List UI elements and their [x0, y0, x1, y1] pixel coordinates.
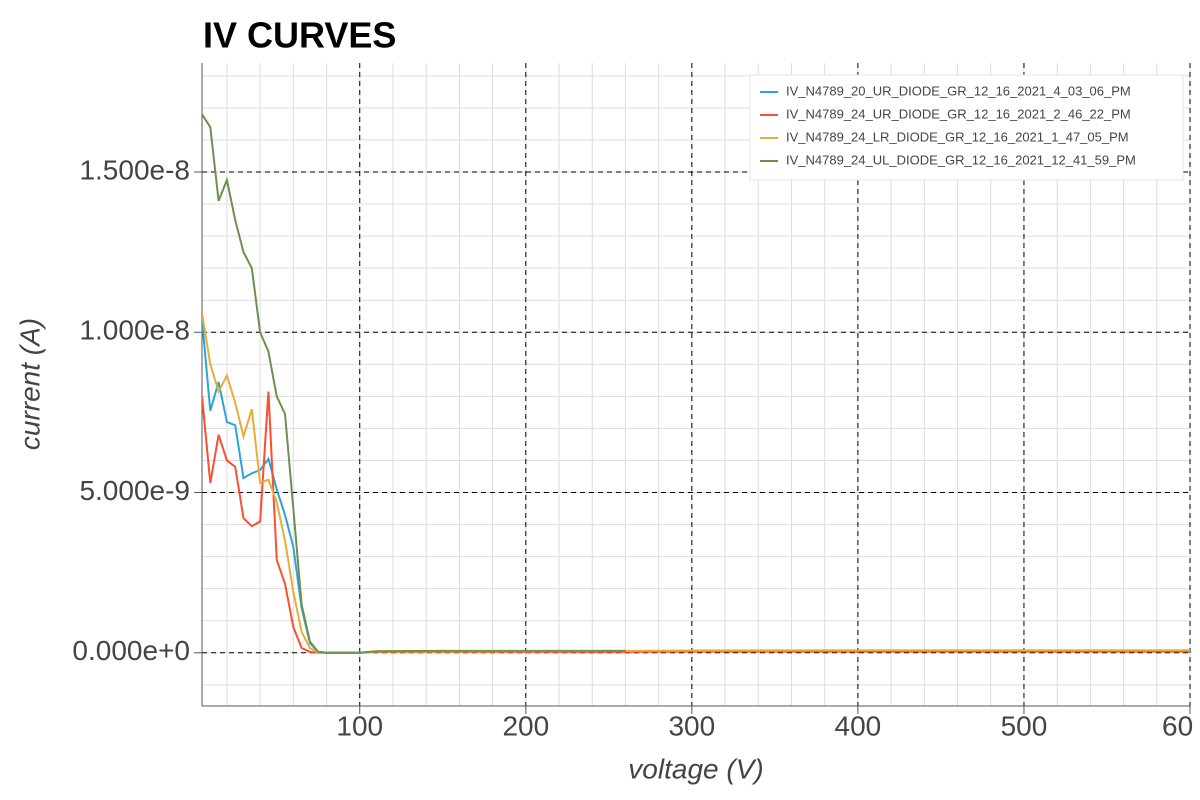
x-tick-label: 100 — [336, 710, 383, 741]
x-tick-label: 200 — [502, 710, 549, 741]
x-tick-label: 300 — [668, 710, 715, 741]
y-tick-label: 1.000e-8 — [79, 315, 190, 346]
series-line — [202, 391, 1190, 654]
legend-label: IV_N4789_24_UL_DIODE_GR_12_16_2021_12_41… — [786, 152, 1136, 167]
y-axis-label: current (A) — [14, 318, 45, 450]
legend-label: IV_N4789_24_UR_DIODE_GR_12_16_2021_2_46_… — [786, 106, 1131, 121]
x-axis-label: voltage (V) — [628, 753, 763, 784]
chart-title: IV CURVES — [203, 15, 396, 56]
x-tick-label: 500 — [1001, 710, 1048, 741]
legend-label: IV_N4789_20_UR_DIODE_GR_12_16_2021_4_03_… — [786, 83, 1131, 98]
y-tick-label: 5.000e-9 — [79, 475, 190, 506]
legend-label: IV_N4789_24_LR_DIODE_GR_12_16_2021_1_47_… — [786, 129, 1129, 144]
x-tick-label: 400 — [835, 710, 882, 741]
plot-area — [202, 113, 1190, 654]
y-tick-label: 1.500e-8 — [79, 154, 190, 185]
y-tick-label: 0.000e+0 — [72, 635, 190, 666]
series-line — [202, 113, 626, 654]
x-tick-label: 60 — [1162, 710, 1193, 741]
series-line — [202, 319, 1190, 654]
legend-box — [749, 74, 1184, 181]
